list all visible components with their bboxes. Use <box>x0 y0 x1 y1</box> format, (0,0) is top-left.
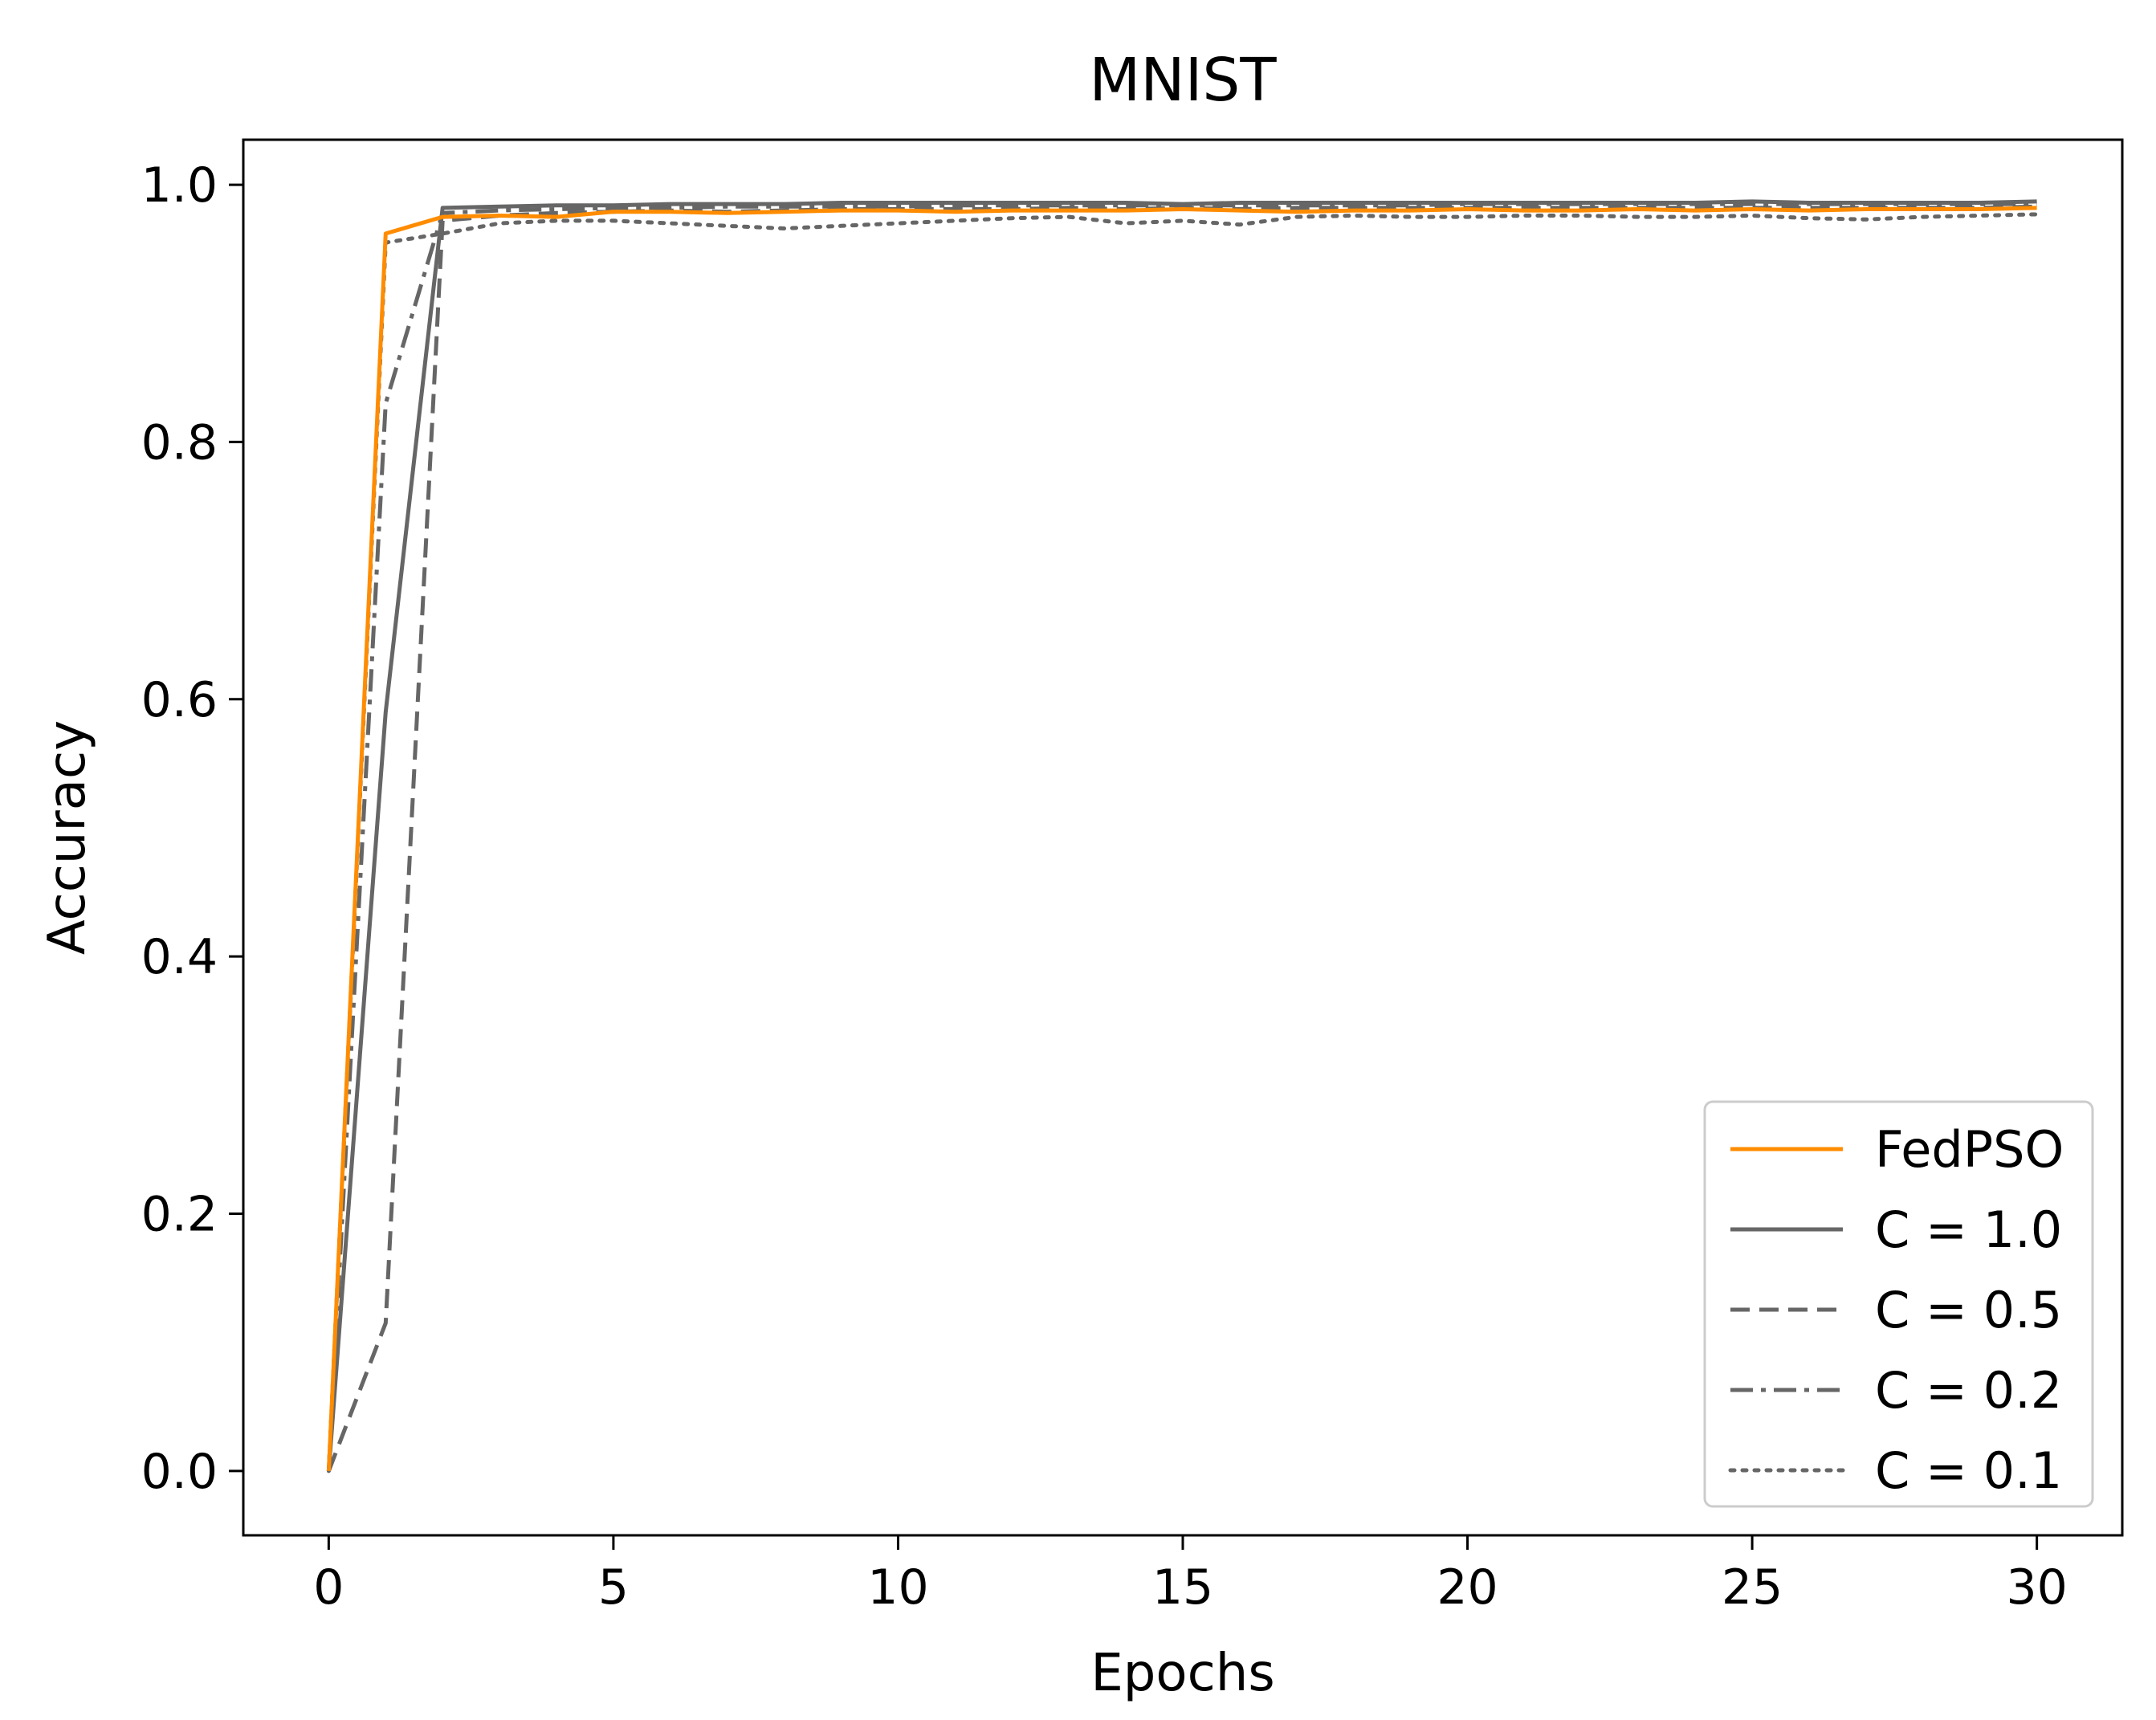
x-tick-label: 25 <box>1722 1559 1783 1616</box>
x-tick-label: 20 <box>1437 1559 1498 1616</box>
y-axis-label: Accuracy <box>38 720 97 955</box>
legend-label-1: C = 1.0 <box>1875 1200 2062 1259</box>
x-axis-ticks: 0 5 10 15 20 25 30 <box>313 1535 2068 1616</box>
x-tick-label: 10 <box>867 1559 928 1616</box>
y-tick-label: 1.0 <box>141 157 218 214</box>
x-axis-label: Epochs <box>1090 1644 1274 1703</box>
series-line-0 <box>326 206 2037 1472</box>
x-tick-label: 5 <box>598 1559 629 1616</box>
y-tick-label: 0.0 <box>141 1444 218 1500</box>
legend-box <box>1703 1100 2094 1508</box>
legend-label-0: FedPSO <box>1875 1120 2064 1179</box>
x-tick-label: 30 <box>2006 1559 2067 1616</box>
legend-items: FedPSO C = 1.0 C = 0.5 C = 0.2 C = 0.1 <box>1728 1120 2064 1500</box>
series-line-4 <box>326 212 2040 1473</box>
y-axis-ticks: 0.0 0.2 0.4 0.6 0.8 1.0 <box>141 157 243 1500</box>
y-tick-label: 0.8 <box>141 414 218 471</box>
y-tick-label: 0.2 <box>141 1187 218 1243</box>
chart-title: MNIST <box>1089 46 1277 115</box>
series-line-3 <box>326 202 2037 1472</box>
legend-label-3: C = 0.2 <box>1875 1361 2062 1420</box>
y-tick-label: 0.4 <box>141 929 218 985</box>
plot-lines <box>326 199 2040 1473</box>
legend-label-2: C = 0.5 <box>1875 1281 2062 1339</box>
x-tick-label: 0 <box>313 1559 344 1616</box>
y-tick-label: 0.6 <box>141 672 218 728</box>
x-tick-label: 15 <box>1152 1559 1213 1616</box>
legend-label-4: C = 0.1 <box>1875 1441 2062 1500</box>
legend: FedPSO C = 1.0 C = 0.5 C = 0.2 C = 0.1 <box>1703 1100 2094 1508</box>
